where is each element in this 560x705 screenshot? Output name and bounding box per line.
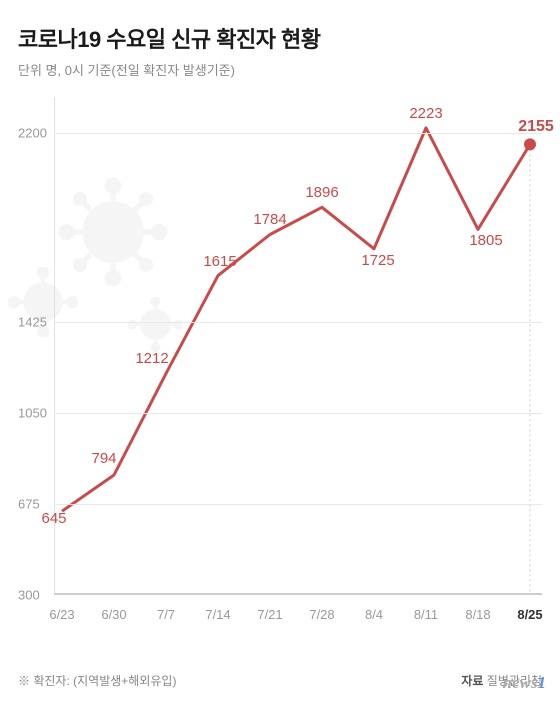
chart-container: 코로나19 수요일 신규 확진자 현황 단위 명, 0시 기준(전일 확진자 발… bbox=[0, 0, 560, 705]
source-label: 자료 bbox=[461, 674, 483, 688]
logo-number: 1 bbox=[538, 673, 547, 692]
data-label: 1805 bbox=[469, 232, 502, 249]
data-line bbox=[62, 128, 530, 511]
chart-title: 코로나19 수요일 신규 확진자 현황 bbox=[18, 22, 542, 54]
x-tick-label: 8/11 bbox=[414, 607, 438, 622]
x-tick-label: 7/28 bbox=[309, 607, 334, 622]
x-tick-label: 7/7 bbox=[157, 607, 175, 622]
x-axis-labels: 6/236/307/77/147/217/288/48/118/188/25 bbox=[54, 599, 542, 627]
x-tick-label: 8/25 bbox=[517, 607, 542, 622]
gridline bbox=[54, 504, 542, 505]
y-tick-label: 1050 bbox=[18, 405, 47, 420]
y-tick-label: 300 bbox=[18, 588, 40, 603]
x-tick-label: 8/18 bbox=[465, 607, 490, 622]
data-label: 1784 bbox=[253, 211, 286, 228]
gridline bbox=[54, 322, 542, 323]
footnote-left: ※ 확진자: (지역발생+해외유입) bbox=[18, 672, 176, 689]
y-tick-label: 675 bbox=[18, 496, 40, 511]
data-label: 1725 bbox=[361, 252, 394, 269]
chart-area: 300 675 1050 1425 2200 645 794 1212 1615 1784 189… bbox=[18, 97, 542, 627]
last-data-point bbox=[524, 138, 536, 150]
x-tick-label: 7/14 bbox=[205, 607, 230, 622]
plot-region: 64579412121615178418961725222318052155 bbox=[54, 97, 542, 595]
data-label: 645 bbox=[41, 510, 66, 527]
data-label: 1212 bbox=[135, 350, 168, 367]
logo-text: news bbox=[503, 673, 538, 692]
x-tick-label: 6/30 bbox=[101, 607, 126, 622]
data-label: 794 bbox=[91, 450, 116, 467]
y-tick-label: 1425 bbox=[18, 314, 47, 329]
line-chart-svg bbox=[54, 97, 542, 595]
data-label: 1615 bbox=[203, 253, 236, 270]
y-tick-label: 2200 bbox=[18, 126, 47, 141]
x-tick-label: 7/21 bbox=[257, 607, 282, 622]
gridline bbox=[54, 133, 542, 134]
data-label: 2223 bbox=[409, 105, 442, 122]
data-label: 1896 bbox=[305, 184, 338, 201]
chart-subtitle: 단위 명, 0시 기준(전일 확진자 발생기준) bbox=[18, 60, 542, 79]
news1-logo: news1 bbox=[503, 673, 546, 693]
footer: ※ 확진자: (지역발생+해외유입) 자료 질병관리청 bbox=[18, 672, 542, 689]
x-tick-label: 8/4 bbox=[365, 607, 383, 622]
gridline bbox=[54, 413, 542, 414]
x-tick-label: 6/23 bbox=[49, 607, 74, 622]
